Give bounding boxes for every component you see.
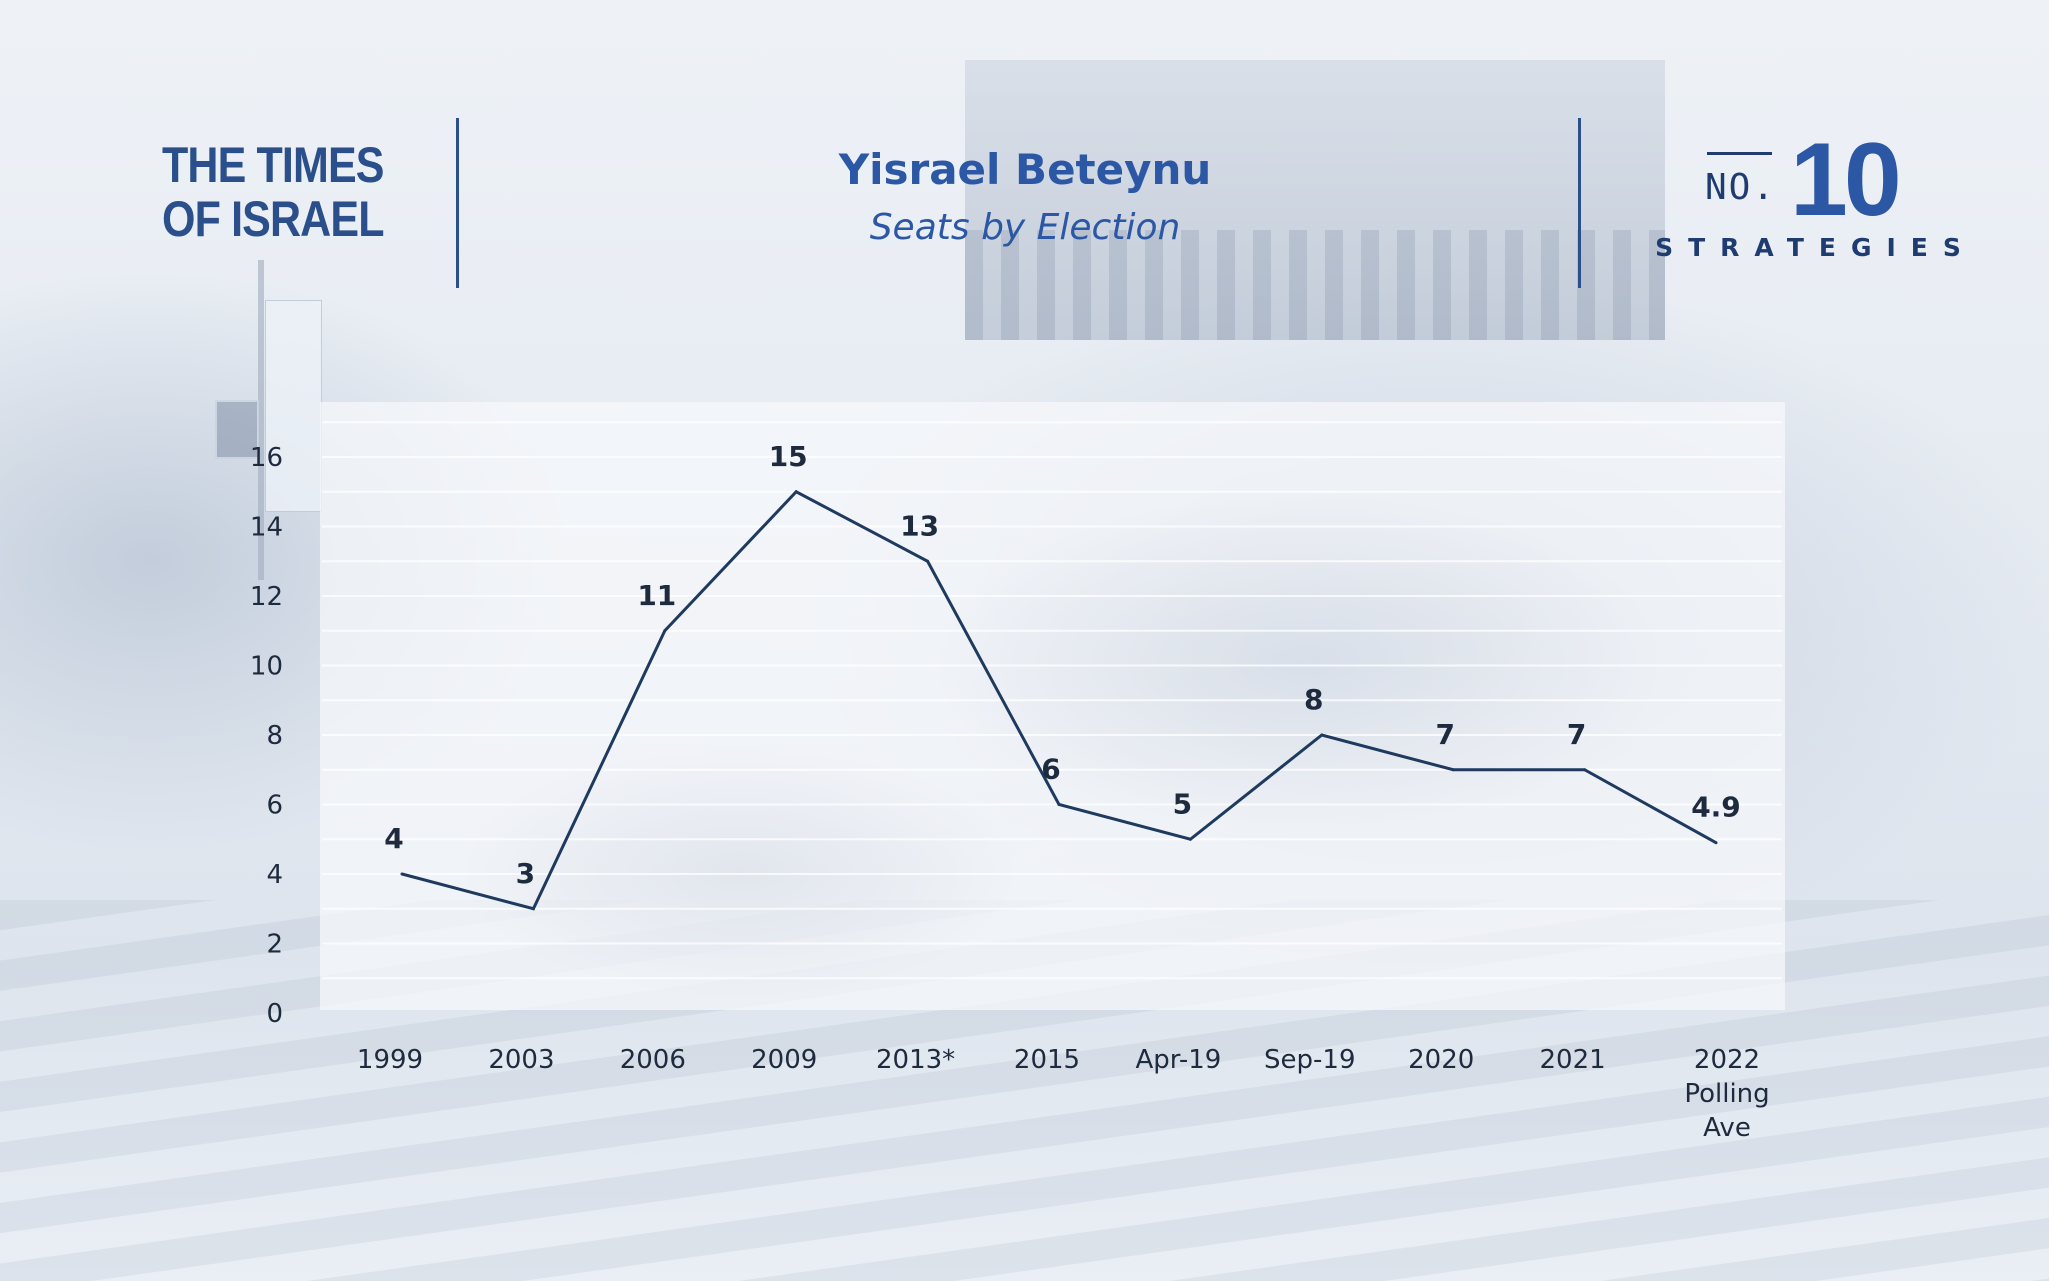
x-tick-label-line: 2013*: [876, 1045, 955, 1075]
data-label: 13: [900, 509, 939, 542]
x-tick-label: 2006: [620, 1045, 686, 1075]
data-labels: 4 3 11 15 13 6 5 8 7 7 4.9: [384, 440, 1741, 890]
y-axis: 0 2 4 6 8 10 12 14 16: [250, 443, 283, 1029]
x-tick-label: Sep-19: [1264, 1045, 1355, 1075]
x-tick-label-line: 2009: [751, 1045, 817, 1075]
x-tick-label: 2013*: [876, 1045, 955, 1075]
x-tick-label-line: 2015: [1014, 1045, 1080, 1075]
data-point: [663, 629, 667, 633]
y-tick-label: 6: [266, 791, 283, 821]
background-wall: [965, 60, 1665, 340]
data-label: 4: [384, 822, 403, 855]
data-point: [794, 490, 798, 494]
badge-word: STRATEGIES: [1655, 233, 1976, 262]
series-line: [400, 489, 1718, 911]
gridlines: [322, 421, 1782, 980]
x-tick-label: 2003: [488, 1045, 554, 1075]
y-tick-label: 12: [250, 582, 283, 612]
x-tick-label: 2009: [751, 1045, 817, 1075]
data-label: 4.9: [1691, 791, 1741, 824]
data-point: [1188, 837, 1192, 841]
y-tick-label: 10: [250, 652, 283, 682]
x-tick-label-line: 2003: [488, 1045, 554, 1075]
x-axis: 1999 2003 2006 2009 2013* 2015 Apr-19 Sep-19 202…: [357, 1045, 1770, 1143]
x-tick-label-line: 2022: [1694, 1045, 1760, 1075]
data-point: [1451, 768, 1455, 772]
data-point: [1320, 733, 1324, 737]
y-tick-label: 2: [266, 930, 283, 960]
data-label: 7: [1435, 718, 1454, 751]
badge-prefix: NO.: [1705, 167, 1777, 208]
data-label: 11: [637, 579, 676, 612]
data-label: 7: [1567, 718, 1586, 751]
data-point: [926, 559, 930, 563]
data-point: [1714, 841, 1718, 845]
data-label: 5: [1173, 787, 1192, 820]
data-label: 3: [516, 857, 535, 890]
y-tick-label: 14: [250, 513, 283, 543]
data-label: 15: [769, 440, 808, 473]
x-tick-label-line: Sep-19: [1264, 1045, 1355, 1075]
x-tick-label-line: Polling: [1684, 1079, 1769, 1109]
chart-title: Yisrael Beteynu: [838, 145, 1212, 194]
x-tick-label: Apr-19: [1136, 1045, 1222, 1075]
data-point: [1057, 803, 1061, 806]
x-tick-label-line: 2006: [620, 1045, 686, 1075]
flag-pole: [258, 260, 264, 580]
header-divider-right: [1578, 118, 1581, 288]
x-tick-label: 2021: [1540, 1045, 1606, 1075]
data-point: [1583, 768, 1587, 772]
y-tick-label: 0: [266, 999, 283, 1029]
x-tick-label-line: Apr-19: [1136, 1045, 1222, 1075]
background-audience: [965, 230, 1665, 340]
data-label: 8: [1304, 683, 1323, 716]
x-tick-label-line: 1999: [357, 1045, 423, 1075]
x-tick-label: 2022 Polling Ave: [1684, 1045, 1769, 1143]
badge-rule: [1707, 152, 1772, 155]
x-tick-label-line: 2020: [1408, 1045, 1474, 1075]
data-point: [400, 872, 404, 876]
x-tick-label-line: 2021: [1540, 1045, 1606, 1075]
x-tick-label-line: Ave: [1703, 1113, 1751, 1143]
badge-number: 10: [1790, 122, 1902, 238]
data-label: 6: [1041, 753, 1060, 786]
emblem-icon: [215, 400, 259, 459]
x-tick-label: 1999: [357, 1045, 423, 1075]
y-tick-label: 8: [266, 721, 283, 751]
header-divider-left: [456, 118, 459, 288]
y-tick-label: 4: [266, 860, 283, 890]
y-tick-label: 16: [250, 443, 283, 473]
x-tick-label: 2015: [1014, 1045, 1080, 1075]
data-point: [531, 907, 535, 911]
chart-subtitle: Seats by Election: [869, 207, 1181, 248]
x-tick-label: 2020: [1408, 1045, 1474, 1075]
